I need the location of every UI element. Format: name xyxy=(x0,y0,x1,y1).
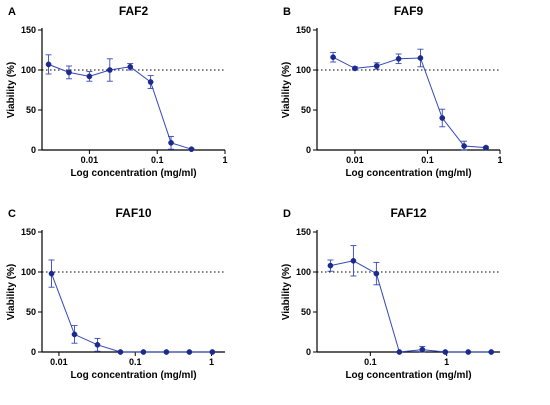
data-point xyxy=(168,139,174,146)
data-point xyxy=(352,65,358,72)
x-tick-label: 0.01 xyxy=(50,357,68,367)
data-point xyxy=(417,55,424,61)
x-axis-label: Log concentration (mg/ml) xyxy=(70,370,196,381)
data-point xyxy=(147,79,154,85)
data-point xyxy=(461,143,467,149)
y-tick-label: 50 xyxy=(301,307,311,317)
panel-letter: A xyxy=(8,6,16,18)
data-point xyxy=(140,349,147,355)
data-point xyxy=(188,146,195,153)
y-tick-label: 100 xyxy=(21,65,36,75)
data-point xyxy=(396,349,403,355)
data-point xyxy=(48,270,55,277)
y-axis-label: Viability (%) xyxy=(6,264,17,321)
x-tick-label: 1 xyxy=(497,155,502,165)
x-tick-label: 0.1 xyxy=(151,155,164,165)
y-tick-label: 0 xyxy=(31,347,36,357)
data-point xyxy=(465,349,472,355)
y-tick-label: 0 xyxy=(306,145,311,155)
series-line xyxy=(51,273,213,353)
data-point xyxy=(71,331,78,338)
chart-title: FAF9 xyxy=(394,4,424,18)
x-tick-label: 1 xyxy=(444,357,449,367)
y-tick-label: 150 xyxy=(296,25,311,35)
data-point xyxy=(106,67,113,73)
y-tick-label: 50 xyxy=(26,307,36,317)
data-point xyxy=(488,349,495,355)
series-line xyxy=(332,56,486,149)
chart-title: FAF2 xyxy=(119,4,149,18)
y-tick-label: 100 xyxy=(296,65,311,75)
chart-panel-faf9: B FAF9 0 50 100 150 0.01 0.1 1 Log concentration … xyxy=(281,4,503,179)
x-axis-label: Log concentration (mg/ml) xyxy=(345,168,471,179)
chart-panel-faf12: D FAF12 0 50 100 150 0.1 1 Log concentration (mg… xyxy=(281,206,500,381)
y-tick-label: 50 xyxy=(301,105,311,115)
data-point xyxy=(350,257,357,264)
data-point xyxy=(209,349,216,355)
data-point xyxy=(483,144,489,151)
chart-title: FAF12 xyxy=(390,206,426,220)
data-point xyxy=(127,63,134,70)
y-tick-label: 50 xyxy=(26,105,36,115)
y-tick-label: 150 xyxy=(21,227,36,237)
x-axis-label: Log concentration (mg/ml) xyxy=(345,370,471,381)
data-point xyxy=(163,349,170,355)
data-point xyxy=(419,346,426,353)
chart-title: FAF10 xyxy=(115,206,151,220)
data-point xyxy=(86,73,93,80)
series-line xyxy=(48,63,192,150)
x-tick-label: 0.1 xyxy=(421,155,434,165)
data-point xyxy=(94,341,101,348)
y-axis-label: Viability (%) xyxy=(6,62,17,119)
data-point xyxy=(117,349,124,355)
y-axis-label: Viability (%) xyxy=(281,62,292,119)
y-tick-label: 0 xyxy=(31,145,36,155)
chart-panel-faf2: A FAF2 0 50 100 150 0.01 0.1 1 Log concentration … xyxy=(6,4,228,179)
chart-panel-faf10: C FAF10 0 50 100 150 0.01 0.1 1 Log concentration… xyxy=(6,206,225,381)
series-line xyxy=(330,260,492,353)
y-tick-label: 0 xyxy=(306,347,311,357)
x-tick-label: 0.1 xyxy=(129,357,142,367)
x-axis-label: Log concentration (mg/ml) xyxy=(70,168,196,179)
data-point xyxy=(439,115,446,121)
data-point xyxy=(66,69,72,76)
data-point xyxy=(442,349,449,355)
x-tick-label: 0.01 xyxy=(346,155,364,165)
x-tick-label: 0.01 xyxy=(81,155,99,165)
y-tick-label: 150 xyxy=(296,227,311,237)
panel-letter: D xyxy=(283,208,291,220)
data-point xyxy=(186,349,193,355)
data-point xyxy=(373,270,380,277)
panel-letter: C xyxy=(8,208,16,220)
y-axis-label: Viability (%) xyxy=(281,264,292,321)
data-point xyxy=(45,61,52,68)
x-tick-label: 1 xyxy=(209,357,214,367)
x-tick-label: 0.1 xyxy=(364,357,377,367)
data-point xyxy=(395,55,402,62)
data-point xyxy=(373,63,380,69)
y-tick-label: 100 xyxy=(296,267,311,277)
panel-letter: B xyxy=(283,6,291,18)
data-point xyxy=(330,54,336,61)
y-tick-label: 100 xyxy=(21,267,36,277)
y-tick-label: 150 xyxy=(21,25,36,35)
x-tick-label: 1 xyxy=(222,155,227,165)
data-point xyxy=(327,262,334,269)
